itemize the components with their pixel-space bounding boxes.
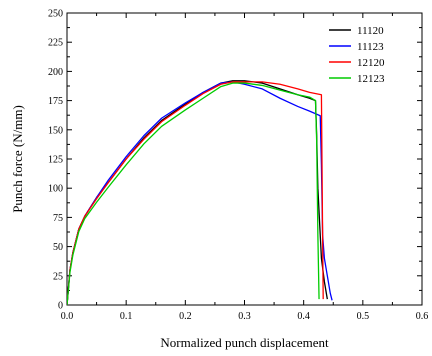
series-layer xyxy=(67,80,333,305)
x-tick-label: 0.6 xyxy=(416,311,429,322)
y-tick-label: 150 xyxy=(48,125,63,136)
y-axis-label: Punch force (N/mm) xyxy=(10,105,25,213)
legend-label-11120: 11120 xyxy=(357,25,384,37)
legend-label-12120: 12120 xyxy=(357,57,385,69)
y-tick-label: 200 xyxy=(48,67,63,78)
x-tick-label: 0.4 xyxy=(297,311,310,322)
legend-label-11123: 11123 xyxy=(357,41,384,53)
y-tick-label: 0 xyxy=(58,301,63,312)
x-axis-label: Normalized punch displacement xyxy=(160,335,329,350)
series-line-12123 xyxy=(67,82,320,305)
legend-label-12123: 12123 xyxy=(357,73,385,85)
y-tick-label: 75 xyxy=(53,213,63,224)
x-tick-label: 0.1 xyxy=(120,311,133,322)
x-tick-label: 0.2 xyxy=(179,311,192,322)
axis-ticks: 0.0 0.1 0.2 0.3 0.4 0.5 0.6 0 25 50 75 100 125 150 175… xyxy=(48,9,428,323)
y-tick-label: 50 xyxy=(53,242,63,253)
y-tick-label: 125 xyxy=(48,155,63,166)
x-tick-label: 0.3 xyxy=(238,311,251,322)
x-tick-label: 0.5 xyxy=(357,311,370,322)
series-line-12120 xyxy=(67,81,324,305)
series-line-11123 xyxy=(67,81,333,305)
x-tick-label: 0.0 xyxy=(61,311,74,322)
y-tick-label: 250 xyxy=(48,9,63,20)
y-tick-label: 25 xyxy=(53,271,63,282)
y-tick-label: 100 xyxy=(48,184,63,195)
y-tick-label: 175 xyxy=(48,96,63,107)
series-line-11120 xyxy=(67,80,328,305)
legend: 11120 11123 12120 12123 xyxy=(329,25,385,85)
y-tick-label: 225 xyxy=(48,38,63,49)
